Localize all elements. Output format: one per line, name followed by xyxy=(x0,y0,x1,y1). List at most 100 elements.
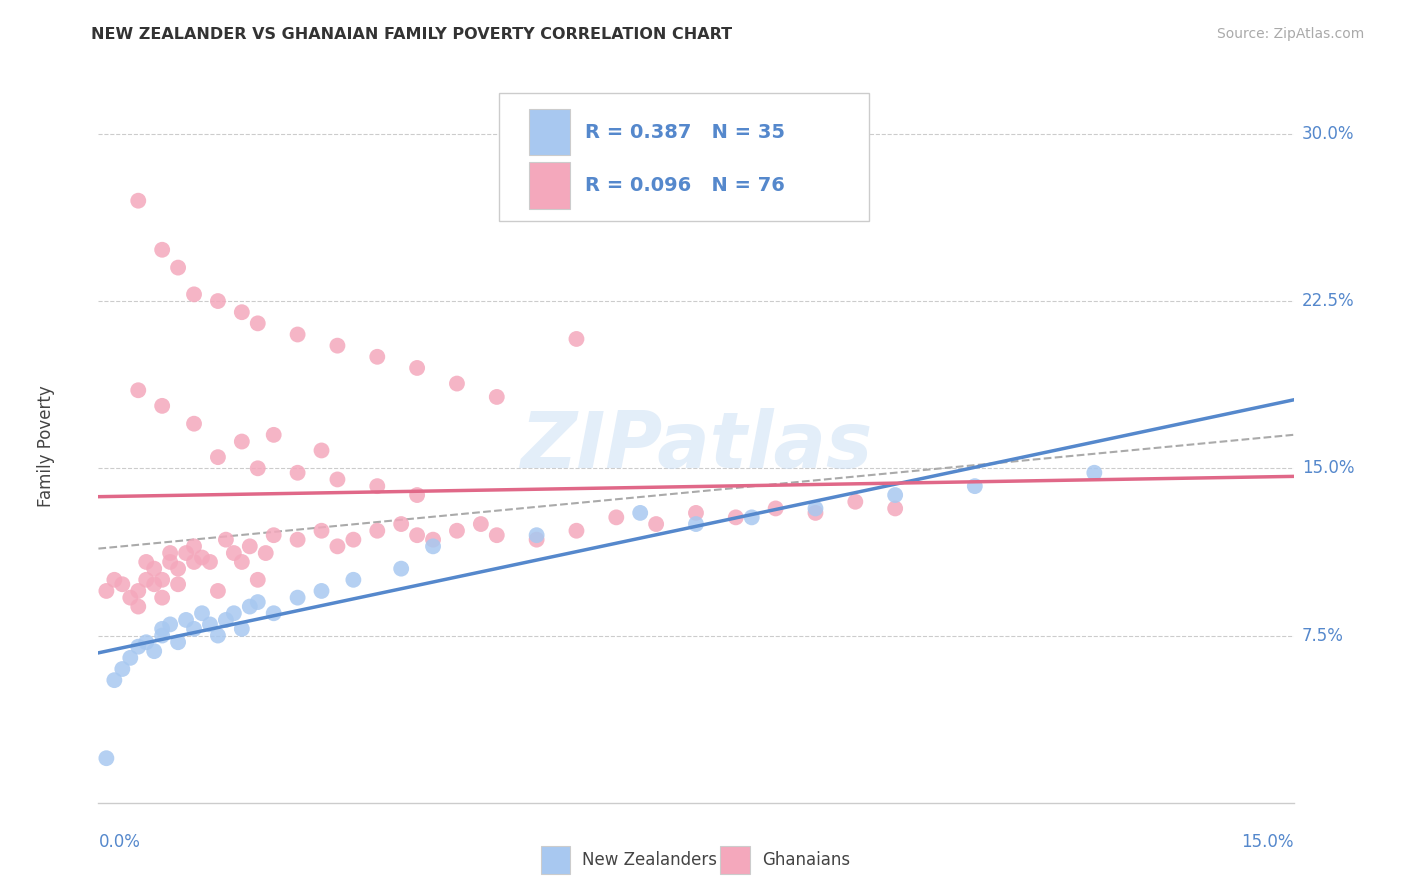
Point xyxy=(446,376,468,391)
Point xyxy=(167,635,190,649)
Point xyxy=(470,516,492,531)
Point xyxy=(287,533,309,547)
Point xyxy=(645,516,668,531)
Point xyxy=(239,539,262,553)
Point xyxy=(96,751,118,765)
Bar xyxy=(529,162,571,209)
Point xyxy=(963,479,986,493)
Point xyxy=(342,533,364,547)
Point xyxy=(605,510,627,524)
Point xyxy=(135,635,157,649)
Text: ZIPatlas: ZIPatlas xyxy=(520,408,872,484)
Point xyxy=(215,533,238,547)
Point xyxy=(174,613,197,627)
Point xyxy=(844,494,866,508)
Point xyxy=(311,583,333,598)
Point xyxy=(311,443,333,458)
Text: 30.0%: 30.0% xyxy=(1302,125,1354,143)
Point xyxy=(287,591,309,605)
Text: Source: ZipAtlas.com: Source: ZipAtlas.com xyxy=(1216,27,1364,41)
Point xyxy=(222,607,245,621)
Point xyxy=(207,450,229,464)
Point xyxy=(326,338,349,352)
Point xyxy=(127,583,149,598)
Point xyxy=(231,555,253,569)
Point xyxy=(207,293,229,308)
Point xyxy=(804,506,827,520)
Point xyxy=(485,528,508,542)
Bar xyxy=(541,846,571,874)
Text: R = 0.387   N = 35: R = 0.387 N = 35 xyxy=(585,122,785,142)
Point xyxy=(143,644,166,658)
Point xyxy=(120,591,142,605)
Point xyxy=(804,501,827,516)
Point xyxy=(366,350,388,364)
Point xyxy=(311,524,333,538)
Point xyxy=(685,506,707,520)
Point xyxy=(198,617,221,632)
Point xyxy=(159,555,181,569)
Text: 22.5%: 22.5% xyxy=(1302,292,1354,310)
Point xyxy=(207,628,229,642)
Point xyxy=(628,506,651,520)
Point xyxy=(127,640,149,654)
Point xyxy=(183,287,205,301)
Point xyxy=(565,524,588,538)
Point xyxy=(765,501,787,516)
Point xyxy=(159,617,181,632)
Point xyxy=(263,427,285,442)
Point xyxy=(565,332,588,346)
Text: 15.0%: 15.0% xyxy=(1302,459,1354,477)
Point xyxy=(103,673,125,687)
Point xyxy=(263,607,285,621)
Point xyxy=(198,555,221,569)
Text: R = 0.096   N = 76: R = 0.096 N = 76 xyxy=(585,176,785,195)
Point xyxy=(103,573,125,587)
Point xyxy=(526,528,548,542)
Point xyxy=(167,577,190,591)
Point xyxy=(389,562,412,576)
Point xyxy=(143,577,166,591)
Point xyxy=(239,599,262,614)
Point xyxy=(254,546,277,560)
Point xyxy=(246,595,269,609)
Point xyxy=(231,305,253,319)
Point xyxy=(366,479,388,493)
Point xyxy=(183,622,205,636)
Point xyxy=(231,434,253,449)
Point xyxy=(167,562,190,576)
Point xyxy=(96,583,118,598)
Point xyxy=(150,399,173,413)
Point xyxy=(150,591,173,605)
Point xyxy=(191,550,214,565)
Text: 0.0%: 0.0% xyxy=(98,833,141,851)
Point xyxy=(231,622,253,636)
Point xyxy=(215,613,238,627)
Text: 15.0%: 15.0% xyxy=(1241,833,1294,851)
Point xyxy=(143,562,166,576)
Text: Ghanaians: Ghanaians xyxy=(762,851,849,869)
Point xyxy=(150,573,173,587)
Point xyxy=(246,573,269,587)
Point xyxy=(191,607,214,621)
Point xyxy=(287,327,309,342)
Point xyxy=(406,360,429,375)
Point xyxy=(127,194,149,208)
Point xyxy=(724,510,747,524)
Point xyxy=(159,546,181,560)
Point xyxy=(150,628,173,642)
Point xyxy=(485,390,508,404)
Point xyxy=(406,528,429,542)
Text: New Zealanders: New Zealanders xyxy=(582,851,717,869)
Point xyxy=(135,555,157,569)
Point xyxy=(135,573,157,587)
Point xyxy=(342,573,364,587)
Point xyxy=(183,555,205,569)
Point xyxy=(167,260,190,275)
Point xyxy=(1083,466,1105,480)
Point xyxy=(111,662,134,676)
Point xyxy=(263,528,285,542)
Point xyxy=(884,488,907,502)
Point xyxy=(741,510,763,524)
Point xyxy=(207,583,229,598)
